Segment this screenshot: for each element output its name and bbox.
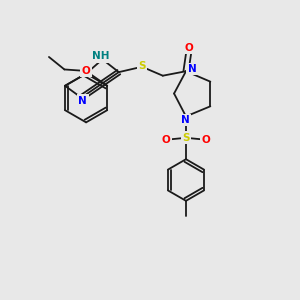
Text: S: S bbox=[182, 133, 190, 143]
Text: N: N bbox=[181, 115, 190, 125]
Text: N: N bbox=[188, 64, 196, 74]
Text: NH: NH bbox=[92, 51, 110, 62]
Text: N: N bbox=[78, 96, 87, 106]
Text: O: O bbox=[81, 66, 90, 76]
Text: S: S bbox=[138, 61, 146, 71]
Text: O: O bbox=[162, 135, 171, 145]
Text: O: O bbox=[201, 135, 210, 145]
Text: O: O bbox=[184, 43, 193, 53]
